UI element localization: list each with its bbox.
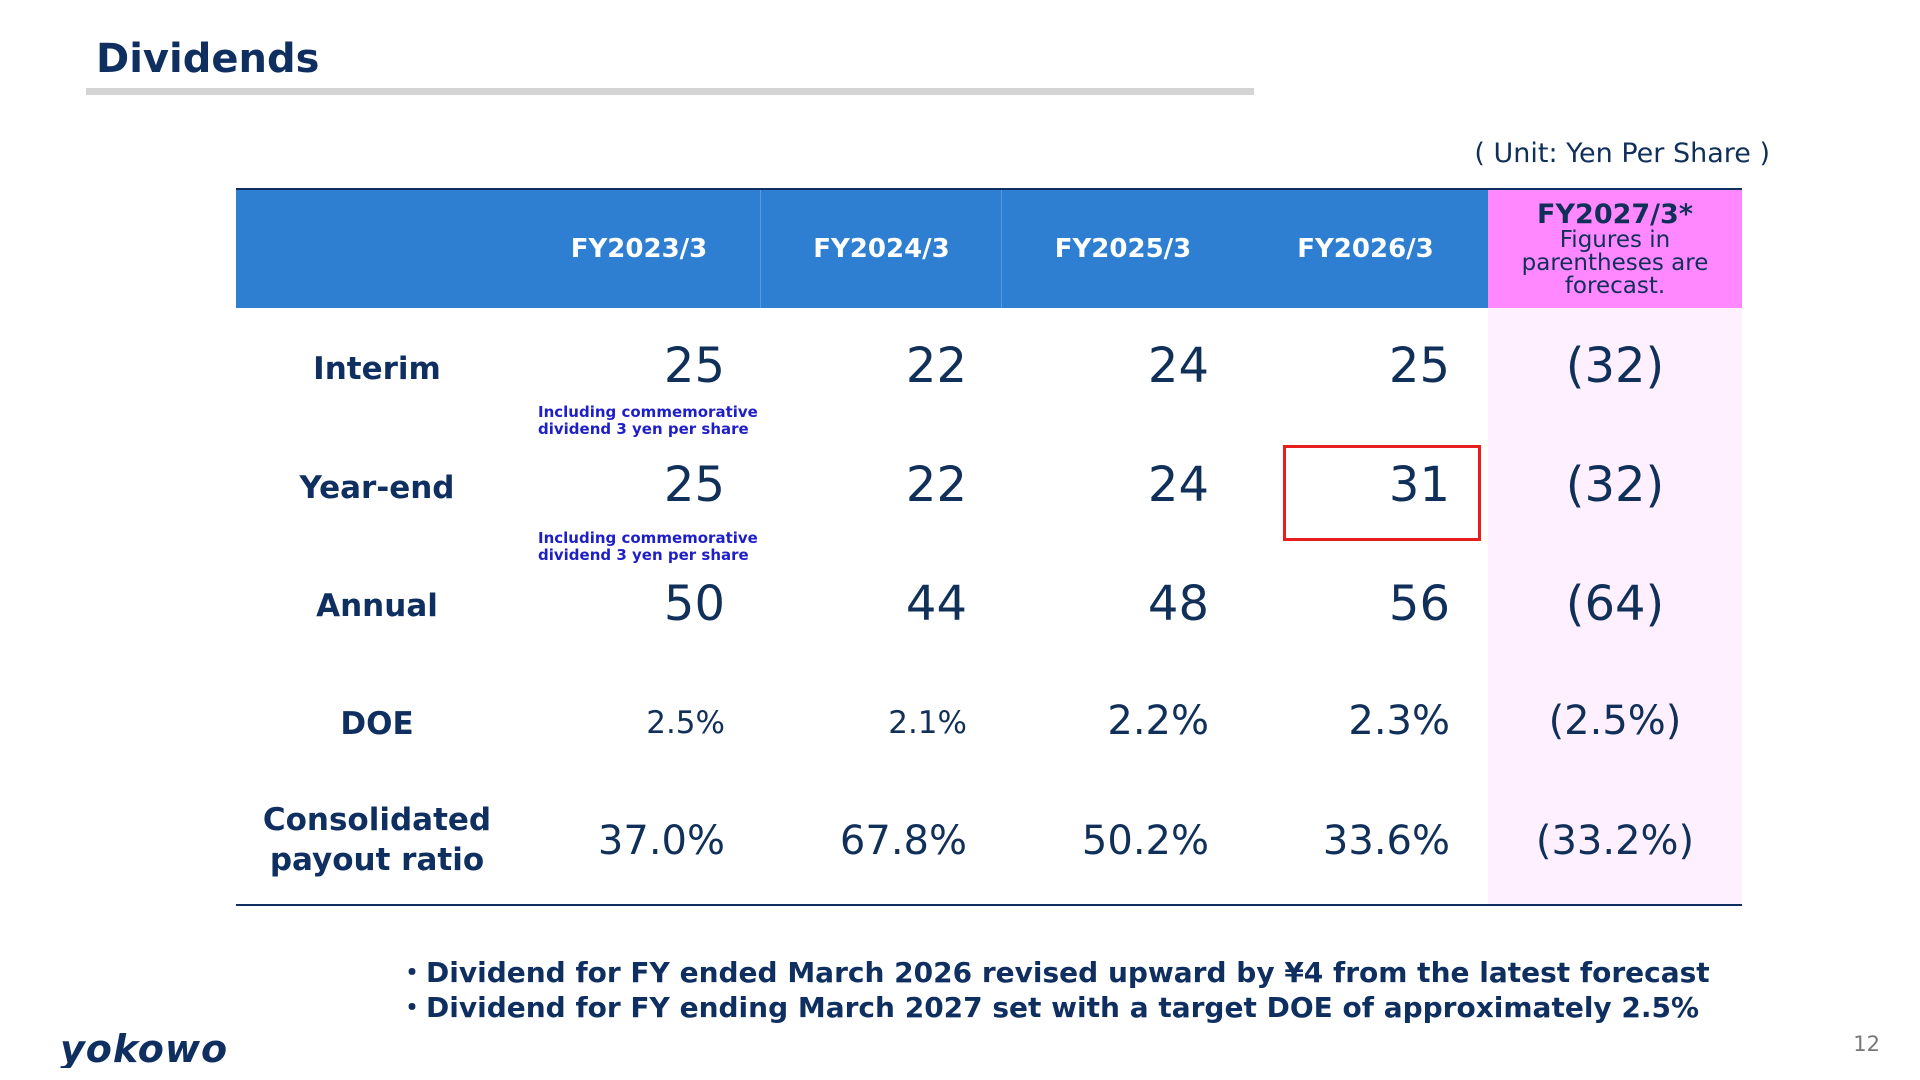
header-fy2024: FY2024/3 xyxy=(760,190,1002,308)
header-fy2026: FY2026/3 xyxy=(1297,234,1434,264)
interim-fy2023: 25 xyxy=(663,338,725,394)
payout-fy2027-forecast: (33.2%) xyxy=(1535,818,1695,864)
doe-fy2026: 2.3% xyxy=(1348,698,1450,744)
commemorative-note-year-end: Including commemorative dividend 3 yen p… xyxy=(538,529,758,564)
year-end-fy2023: 25 xyxy=(663,457,725,513)
payout-fy2024: 67.8% xyxy=(839,818,967,864)
annual-fy2025: 48 xyxy=(1147,576,1209,632)
interim-fy2026: 25 xyxy=(1388,338,1450,394)
annual-fy2024: 44 xyxy=(905,576,967,632)
year-end-fy2024: 22 xyxy=(905,457,967,513)
table-header-row: FY2023/3 FY2024/3 FY2025/3 FY2026/3 xyxy=(236,190,1488,308)
forecast-year: FY2027/3* xyxy=(1537,198,1693,230)
doe-fy2025: 2.2% xyxy=(1107,698,1209,744)
company-logo: yokowo xyxy=(58,1027,264,1077)
annual-fy2023: 50 xyxy=(663,576,725,632)
annual-fy2026: 56 xyxy=(1388,576,1450,632)
payout-fy2026: 33.6% xyxy=(1322,818,1450,864)
highlight-box xyxy=(1283,445,1481,541)
note-1: ・Dividend for FY ended March 2026 revise… xyxy=(398,956,1710,989)
dividends-table: FY2023/3 FY2024/3 FY2025/3 FY2026/3 FY20… xyxy=(236,188,1742,906)
page-number: 12 xyxy=(1853,1032,1880,1056)
year-end-fy2025: 24 xyxy=(1147,457,1209,513)
header-empty-cell xyxy=(236,190,518,308)
row-label-interim: Interim xyxy=(313,351,441,387)
payout-fy2025: 50.2% xyxy=(1081,818,1209,864)
payout-fy2023: 37.0% xyxy=(597,818,725,864)
page-title: Dividends xyxy=(96,36,320,82)
header-fy2025: FY2025/3 xyxy=(1001,190,1244,308)
note-2: ・Dividend for FY ending March 2027 set w… xyxy=(398,991,1700,1024)
year-end-fy2027-forecast: (32) xyxy=(1565,457,1665,513)
interim-fy2024: 22 xyxy=(905,338,967,394)
table-top-rule xyxy=(236,188,1742,190)
header-fy2027-forecast: FY2027/3* Figures in parentheses are for… xyxy=(1488,190,1742,308)
interim-fy2025: 24 xyxy=(1147,338,1209,394)
doe-fy2023: 2.5% xyxy=(646,705,725,741)
title-underline xyxy=(86,88,1254,95)
year-end-fy2026: 31 xyxy=(1388,457,1450,513)
doe-fy2027-forecast: (2.5%) xyxy=(1548,698,1682,744)
annual-fy2027-forecast: (64) xyxy=(1565,576,1665,632)
footnotes: ・Dividend for FY ended March 2026 revise… xyxy=(398,955,1710,1025)
doe-fy2024: 2.1% xyxy=(888,705,967,741)
interim-fy2027-forecast: (32) xyxy=(1565,338,1665,394)
row-label-payout-ratio: Consolidated payout ratio xyxy=(262,802,492,878)
forecast-column-background xyxy=(1488,308,1742,904)
svg-text:yokowo: yokowo xyxy=(60,1032,228,1068)
row-label-year-end: Year-end xyxy=(299,470,455,506)
row-label-doe: DOE xyxy=(340,706,414,742)
logo-wordmark: yokowo xyxy=(60,1027,228,1071)
header-fy2023: FY2023/3 xyxy=(570,234,708,264)
commemorative-note-interim: Including commemorative dividend 3 yen p… xyxy=(538,403,758,438)
row-label-annual: Annual xyxy=(316,588,438,624)
forecast-note: Figures in parentheses are forecast. xyxy=(1521,226,1709,299)
table-bottom-rule xyxy=(236,904,1742,906)
unit-label: ( Unit: Yen Per Share ) xyxy=(1474,138,1770,169)
